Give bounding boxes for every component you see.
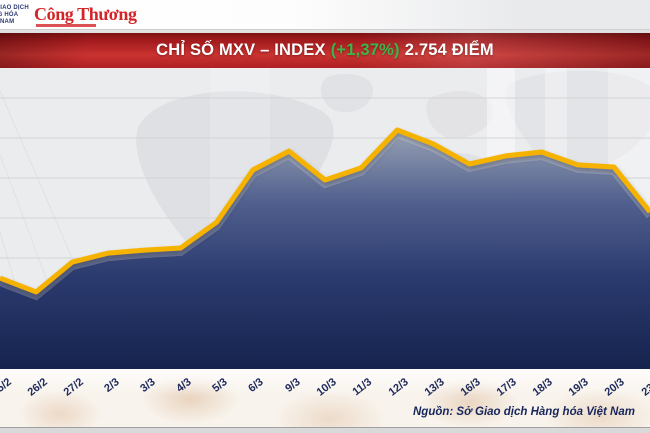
title-prefix: CHỈ SỐ MXV – INDEX: [156, 41, 326, 59]
index-area-chart: [0, 97, 650, 369]
x-tick-label: 11/3: [350, 376, 375, 399]
line-glow: [0, 130, 650, 301]
x-tick-label: 2/3: [102, 376, 122, 395]
x-tick-label: 27/2: [61, 376, 86, 399]
x-tick-label: 20/3: [603, 376, 628, 399]
x-tick-label: 16/3: [458, 376, 483, 399]
header-bar: SỞ GIAO DỊCH HÀNG HÓA VIỆT NAM Công Thươ…: [0, 0, 650, 30]
header-divider: [0, 30, 650, 33]
x-tick-label: 13/3: [422, 376, 447, 399]
logo-tagline-bar: [36, 24, 96, 27]
emblem-line-1: SỞ GIAO DỊCH: [0, 5, 29, 11]
title-banner: CHỈ SỐ MXV – INDEX (+1,37%) 2.754 ĐIỂM: [0, 33, 650, 68]
x-tick-label: 18/3: [530, 376, 556, 399]
x-tick-label: 17/3: [494, 376, 519, 399]
x-tick-label: 12/3: [386, 376, 411, 399]
title-value: 2.754 ĐIỂM: [404, 41, 494, 59]
x-tick-label: 9/3: [282, 376, 303, 395]
emblem-line-2: HÀNG HÓA: [0, 12, 19, 18]
mxv-emblem-text: SỞ GIAO DỊCH HÀNG HÓA VIỆT NAM: [0, 5, 34, 26]
x-tick-label: 19/3: [566, 376, 592, 399]
x-tick-label: 25/2: [0, 376, 14, 399]
x-tick-label: 10/3: [314, 376, 339, 399]
source-credit: Nguồn: Sở Giao dịch Hàng hóa Việt Nam: [413, 406, 635, 418]
x-tick-label: 23/3: [639, 376, 650, 399]
chart-area: [0, 68, 650, 369]
footer-strip: [0, 427, 650, 433]
congthuong-logo: Công Thương: [34, 4, 137, 24]
area-fill: [0, 130, 650, 369]
x-tick-label: 4/3: [174, 376, 194, 395]
index-line: [0, 127, 650, 295]
x-tick-label: 26/2: [25, 376, 50, 399]
x-tick-label: 3/3: [138, 376, 158, 395]
x-axis-label-band: 25/2 26/2 27/2 2/3 3/3 4/3 5/3 6/3 9/3 10/3 11/3 12…: [0, 369, 650, 427]
chart-title: CHỈ SỐ MXV – INDEX (+1,37%) 2.754 ĐIỂM: [156, 41, 494, 60]
change-percent: (+1,37%): [330, 41, 400, 59]
emblem-line-3: VIỆT NAM: [0, 19, 15, 25]
x-tick-label: 5/3: [210, 376, 231, 395]
x-tick-label: 6/3: [246, 376, 267, 395]
